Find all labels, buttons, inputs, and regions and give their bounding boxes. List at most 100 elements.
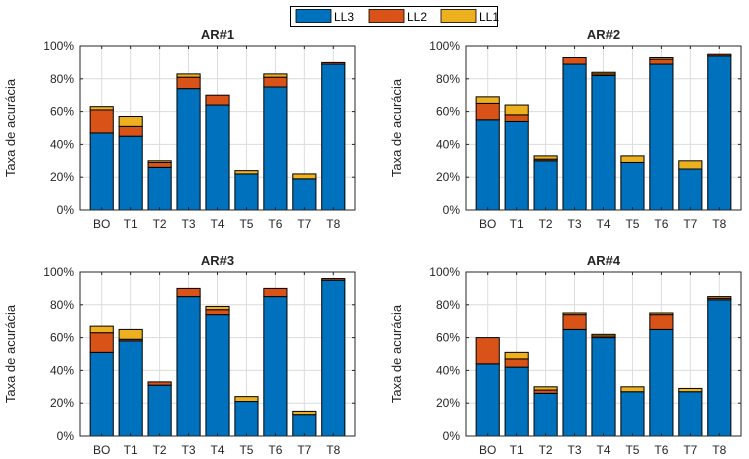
x-tick-label: T5 <box>625 443 639 457</box>
subplot-1: 0% 20% 40% 60% 80% 100% BO T1 T2 T3 T4 T5 T6 T7 T8 AR#1… <box>3 27 356 231</box>
bar-ll1-t1 <box>504 351 529 360</box>
bar-ll3-t2 <box>533 392 558 437</box>
x-tick-label: T1 <box>124 217 138 231</box>
bar-ll1-t4 <box>205 305 230 311</box>
subplots: 0% 20% 40% 60% 80% 100% BO T1 T2 T3 T4 T5 T6 T7 T8 AR#1… <box>3 27 742 457</box>
x-tick-label: T2 <box>153 217 167 231</box>
legend-label-ll2: LL2 <box>407 10 427 24</box>
x-tick-label: T6 <box>654 217 668 231</box>
x-tick-label: T7 <box>683 443 697 457</box>
y-axis-label: Taxa de acurácia <box>3 78 18 177</box>
bar-ll3-t7 <box>678 168 703 211</box>
bar-ll1-t5 <box>620 386 645 393</box>
x-tick-label: T8 <box>326 443 340 457</box>
bar-ll2-t6 <box>263 287 288 298</box>
y-tick-label: 100% <box>43 39 74 53</box>
bar-ll1-t1 <box>118 328 143 340</box>
bar-ll3-bo <box>475 363 500 437</box>
x-tick-label: T8 <box>712 217 726 231</box>
y-tick-label: 0% <box>57 429 75 443</box>
subplot-title: AR#4 <box>587 253 621 268</box>
bar-ll3-t4 <box>591 75 616 211</box>
bar-ll3-t7 <box>678 391 703 437</box>
bar-ll3-t1 <box>118 340 143 437</box>
bar-ll3-t6 <box>649 328 674 437</box>
y-tick-label: 0% <box>57 203 75 217</box>
bar-ll2-t3 <box>176 287 201 298</box>
bar-ll1-bo <box>89 325 114 334</box>
bar-ll2-t8 <box>321 278 346 281</box>
bar-ll2-t1 <box>118 125 143 137</box>
bar-ll1-t3 <box>562 312 587 316</box>
y-tick-label: 80% <box>50 72 74 86</box>
bar-ll2-t3 <box>562 314 587 330</box>
bar-ll3-t3 <box>562 328 587 437</box>
bar-ll3-t6 <box>263 296 288 437</box>
x-tick-label: T2 <box>153 443 167 457</box>
bar-ll2-t6 <box>649 314 674 330</box>
x-tick-label: T6 <box>654 443 668 457</box>
y-tick-label: 0% <box>443 429 461 443</box>
bar-ll2-bo <box>89 109 114 134</box>
bar-ll3-t3 <box>562 63 587 211</box>
x-tick-label: T4 <box>596 217 610 231</box>
bar-ll2-t4 <box>205 94 230 106</box>
y-tick-label: 80% <box>50 298 74 312</box>
subplot-2: 0% 20% 40% 60% 80% 100% BO T1 T2 T3 T4 T5 T6 T7 T8 AR#2… <box>389 27 742 231</box>
y-tick-label: 60% <box>50 105 74 119</box>
bar-ll1-t4 <box>591 333 616 337</box>
bar-ll1-t7 <box>292 173 317 180</box>
y-tick-label: 0% <box>443 203 461 217</box>
x-tick-label: T7 <box>297 443 311 457</box>
y-tick-label: 60% <box>50 331 74 345</box>
bar-ll3-t4 <box>591 337 616 437</box>
x-tick-label: T6 <box>268 443 282 457</box>
y-tick-label: 20% <box>50 170 74 184</box>
bar-ll3-t2 <box>147 384 172 437</box>
y-tick-label: 100% <box>429 39 460 53</box>
bar-ll3-bo <box>475 119 500 211</box>
bar-ll1-t1 <box>504 104 529 116</box>
x-tick-label: T3 <box>568 217 582 231</box>
bar-ll1-t7 <box>292 410 317 416</box>
y-tick-label: 60% <box>436 331 460 345</box>
legend-swatch-ll1 <box>440 9 477 23</box>
bar-ll1-t6 <box>263 73 288 78</box>
bar-ll2-t6 <box>263 76 288 88</box>
legend-label-ll1: LL1 <box>479 10 499 24</box>
bar-ll3-t6 <box>649 63 674 211</box>
bar-ll1-t5 <box>234 396 259 403</box>
legend-label-ll3: LL3 <box>334 10 354 24</box>
bar-ll3-t5 <box>234 401 259 437</box>
legend-swatch-ll3 <box>295 9 332 23</box>
x-tick-label: T7 <box>683 217 697 231</box>
y-axis-label: Taxa de acurácia <box>389 304 404 403</box>
legend: LL3 LL2 LL1 <box>290 6 499 27</box>
bar-ll2-t1 <box>504 358 529 368</box>
bar-ll1-t2 <box>533 155 558 160</box>
bar-ll3-t8 <box>321 279 346 437</box>
y-tick-label: 20% <box>436 170 460 184</box>
x-tick-label: T4 <box>210 443 224 457</box>
x-tick-label: T3 <box>182 217 196 231</box>
bar-ll3-t6 <box>263 86 288 211</box>
bar-ll1-t6 <box>649 56 674 60</box>
bar-ll2-t8 <box>321 61 346 65</box>
subplot-title: AR#3 <box>201 253 234 268</box>
y-tick-label: 60% <box>436 105 460 119</box>
x-tick-label: T1 <box>124 443 138 457</box>
bar-ll3-t7 <box>292 178 317 211</box>
bar-ll3-t1 <box>118 135 143 211</box>
bar-ll2-t8 <box>707 53 732 57</box>
bar-ll1-t2 <box>533 386 558 391</box>
subplot-4: 0% 20% 40% 60% 80% 100% BO T1 T2 T3 T4 T5 T6 T7 T8 AR#4… <box>389 253 742 457</box>
bar-ll1-t4 <box>591 71 616 75</box>
x-tick-label: T5 <box>625 217 639 231</box>
bar-ll3-t2 <box>147 166 172 211</box>
bar-ll2-t2 <box>147 161 172 168</box>
bar-ll3-t5 <box>620 161 645 211</box>
bar-ll3-t1 <box>504 366 529 437</box>
legend-swatch-ll2 <box>368 9 405 23</box>
y-tick-label: 40% <box>50 137 74 151</box>
